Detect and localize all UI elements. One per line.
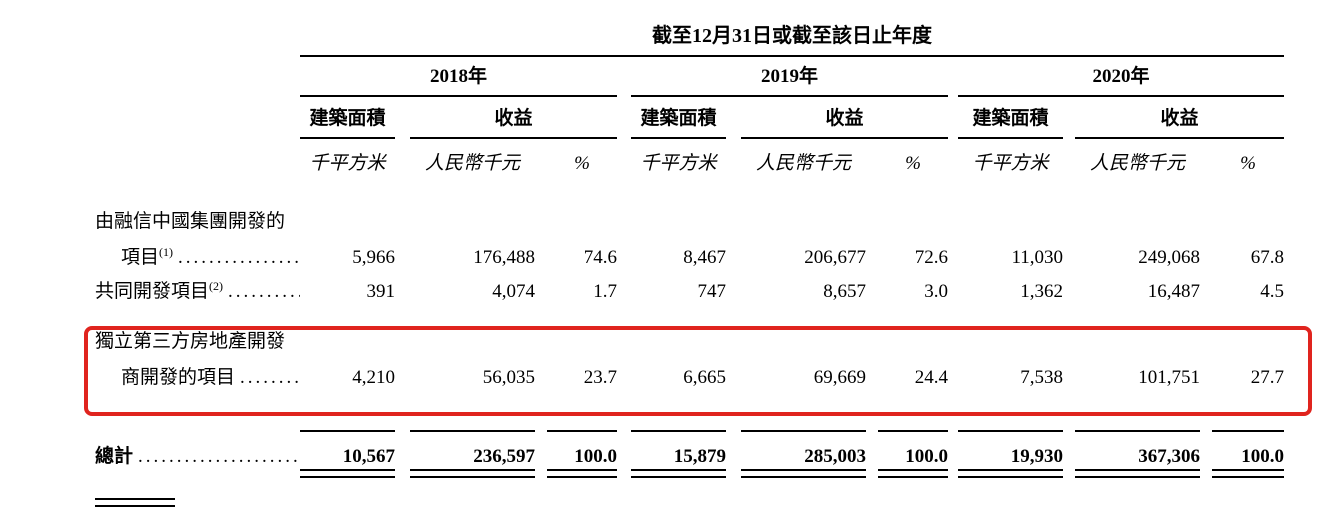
double-rule <box>300 469 395 478</box>
total-label: 總計 <box>95 446 134 467</box>
double-rule <box>1075 469 1200 478</box>
data-cell: 4.5 <box>1260 281 1285 302</box>
data-cell: 56,035 <box>482 367 535 388</box>
double-rule <box>547 469 617 478</box>
total-row-label: 總計..................... <box>95 443 300 467</box>
year-header-2018: 2018年 <box>300 56 617 97</box>
data-cell: 27.7 <box>1250 367 1285 388</box>
currency-unit-label: 人民幣千元 <box>755 153 851 175</box>
data-cell: 206,677 <box>804 247 866 268</box>
revenue-column-header: 收益 <box>741 96 948 139</box>
total-cell: 236,597 <box>473 446 535 467</box>
data-cell: 1,362 <box>1020 281 1063 302</box>
year-header-2019: 2019年 <box>631 56 948 97</box>
data-cell: 69,669 <box>813 367 866 388</box>
gfa-unit-label: 千平方米 <box>309 153 386 175</box>
row-label: 商開發的項目 <box>121 367 236 388</box>
period-header: 截至12月31日或截至該日止年度 <box>300 14 1285 57</box>
row-ronshine-label-line1: 由融信中國集團開發的 <box>95 211 286 232</box>
revenue-by-developer-table: 截至12月31日或截至該日止年度 2018年 2019年 2020年 建築面積 … <box>95 14 1285 483</box>
data-cell: 4,210 <box>352 367 395 388</box>
data-cell: 6,665 <box>683 367 726 388</box>
footnote-marker: (1) <box>159 245 174 260</box>
total-cell: 100.0 <box>1241 446 1285 467</box>
dot-leaders: ............ <box>240 367 300 388</box>
data-cell: 5,966 <box>352 247 395 268</box>
data-cell: 11,030 <box>1011 247 1063 268</box>
row-joint-label: 共同開發項目(2)............ <box>95 268 300 302</box>
dot-leaders: .................. <box>178 247 300 268</box>
gfa-column-header: 建築面積 <box>958 96 1063 139</box>
double-rule <box>1212 469 1285 478</box>
percent-label: % <box>1240 153 1256 175</box>
row-label: 共同開發項目 <box>95 281 210 302</box>
currency-unit-label: 人民幣千元 <box>1089 153 1185 175</box>
footnote-marker: (2) <box>209 279 224 294</box>
data-cell: 74.6 <box>583 247 617 268</box>
double-rule <box>741 469 866 478</box>
revenue-column-header: 收益 <box>1075 96 1285 139</box>
data-cell: 67.8 <box>1250 247 1285 268</box>
data-cell: 176,488 <box>473 247 535 268</box>
double-rule <box>410 469 535 478</box>
total-cell: 285,003 <box>804 446 866 467</box>
data-cell: 1.7 <box>593 281 617 302</box>
data-cell: 8,467 <box>683 247 726 268</box>
data-cell: 249,068 <box>1138 247 1200 268</box>
total-cell: 10,567 <box>342 446 395 467</box>
percent-label: % <box>574 153 590 175</box>
data-cell: 8,657 <box>823 281 866 302</box>
percent-label: % <box>905 153 921 175</box>
revenue-column-header: 收益 <box>410 96 617 139</box>
total-cell: 100.0 <box>905 446 948 467</box>
total-cell: 100.0 <box>574 446 617 467</box>
double-rule <box>878 469 948 478</box>
total-cell: 367,306 <box>1138 446 1200 467</box>
gfa-column-header: 建築面積 <box>631 96 726 139</box>
double-rule <box>958 469 1063 478</box>
data-cell: 3.0 <box>924 281 948 302</box>
data-cell: 16,487 <box>1147 281 1200 302</box>
data-cell: 72.6 <box>914 247 948 268</box>
dot-leaders: ..................... <box>138 446 300 467</box>
currency-unit-label: 人民幣千元 <box>424 153 520 175</box>
gfa-unit-label: 千平方米 <box>640 153 717 175</box>
row-thirdparty-label-line1: 獨立第三方房地產開發 <box>95 331 286 352</box>
data-cell: 7,538 <box>1020 367 1063 388</box>
data-cell: 24.4 <box>914 367 948 388</box>
gfa-unit-label: 千平方米 <box>972 153 1049 175</box>
row-ronshine-label-line2: 項目(1).................. <box>95 232 300 268</box>
double-rule <box>631 469 726 478</box>
data-cell: 23.7 <box>583 367 617 388</box>
data-cell: 4,074 <box>492 281 535 302</box>
row-label: 項目 <box>121 247 160 268</box>
total-cell: 19,930 <box>1010 446 1063 467</box>
dot-leaders: ............ <box>228 281 300 302</box>
gfa-column-header: 建築面積 <box>300 96 395 139</box>
total-cell: 15,879 <box>673 446 726 467</box>
data-cell: 391 <box>366 281 396 302</box>
highlight-box <box>84 326 1312 416</box>
year-header-2020: 2020年 <box>958 56 1285 97</box>
row-thirdparty-label-line2: 商開發的項目............ <box>95 352 300 388</box>
label-column-double-rule <box>95 498 175 507</box>
data-cell: 101,751 <box>1138 367 1200 388</box>
data-cell: 747 <box>697 281 727 302</box>
